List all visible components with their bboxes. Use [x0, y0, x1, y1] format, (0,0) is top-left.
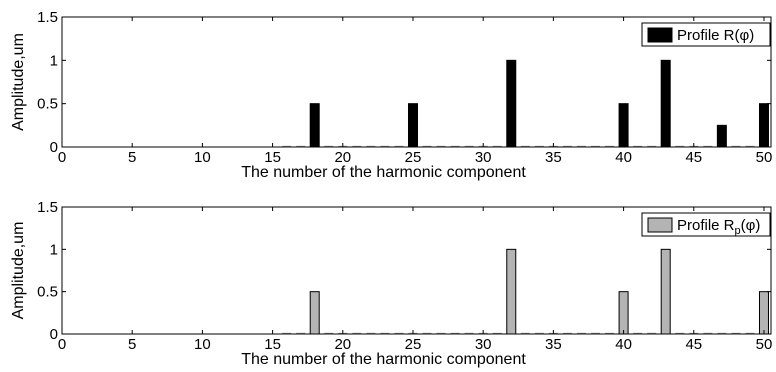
chart1-x-tick-label: 45 [685, 336, 702, 353]
chart1-x-tick-label: 20 [334, 336, 351, 353]
chart0-y-tick-label: 1.5 [37, 9, 58, 26]
chart0-legend-label: Profile R(φ) [677, 27, 754, 44]
chart0-x-tick-label: 50 [756, 149, 773, 166]
chart1-x-tick-label: 15 [264, 336, 281, 353]
chart0-y-tick-label: 0 [50, 139, 58, 156]
bottom-chart: 0 5 10 15 20 25 30 35 40 45 50 0 0.5 1 1.5 The number o… [10, 199, 772, 368]
chart0-x-tick-label: 5 [128, 149, 136, 166]
chart1-x-tick-label: 35 [545, 336, 562, 353]
chart0-x-tick-label: 35 [545, 149, 562, 166]
chart1-y-axis-label: Amplitude,um [10, 222, 27, 320]
chart0-x-tick-label: 40 [615, 149, 632, 166]
chart1-bar [309, 291, 320, 335]
chart1-x-tick-label: 50 [756, 336, 773, 353]
chart1-x-tick-label: 30 [475, 336, 492, 353]
chart0-x-tick-label: 20 [334, 149, 351, 166]
chart1-bar [506, 248, 517, 335]
chart1-x-axis-label: The number of the harmonic component [241, 351, 526, 368]
chart0-bar [716, 124, 727, 148]
chart1-y-tick-label: 0.5 [37, 284, 58, 301]
chart1-y-tick-label: 0 [50, 326, 58, 343]
chart1-legend-label: Profile Rp(φ) [677, 217, 760, 237]
chart1-legend-swatch [647, 217, 673, 233]
chart0-bar [660, 59, 671, 148]
chart1-x-tick-label: 25 [405, 336, 422, 353]
top-chart: 0 5 10 15 20 25 30 35 40 45 50 0 0.5 1 1.5 The number o… [10, 9, 772, 181]
chart0-bar [758, 103, 769, 148]
chart1-x-tick-label: 0 [58, 336, 66, 353]
chart0-y-axis-label: Amplitude,um [10, 33, 27, 131]
chart1-bar [758, 291, 769, 335]
chart0-y-tick-label: 0.5 [37, 96, 58, 113]
chart0-x-tick-label: 10 [194, 149, 211, 166]
chart1-bar [660, 248, 671, 335]
chart0-bar [506, 59, 517, 148]
chart0-x-tick-label: 0 [58, 149, 66, 166]
chart1-x-tick-label: 40 [615, 336, 632, 353]
chart0-x-tick-label: 30 [475, 149, 492, 166]
chart0-x-tick-label: 45 [685, 149, 702, 166]
chart1-legend-box [641, 212, 771, 237]
chart0-x-tick-label: 25 [405, 149, 422, 166]
chart0-bar [309, 103, 320, 148]
chart1-y-tick-label: 1.5 [37, 199, 58, 216]
chart0-legend-swatch [647, 27, 673, 43]
chart1-y-tick-label: 1 [50, 241, 58, 258]
chart0-x-tick-label: 15 [264, 149, 281, 166]
chart1-bar [618, 291, 629, 335]
chart0-x-axis-label: The number of the harmonic component [241, 164, 526, 181]
chart0-bar [407, 103, 418, 148]
chart0-legend-box [641, 22, 771, 47]
chart1-x-tick-label: 5 [128, 336, 136, 353]
chart0-y-tick-label: 1 [50, 52, 58, 69]
chart1-x-tick-label: 10 [194, 336, 211, 353]
chart0-bar [618, 103, 629, 148]
